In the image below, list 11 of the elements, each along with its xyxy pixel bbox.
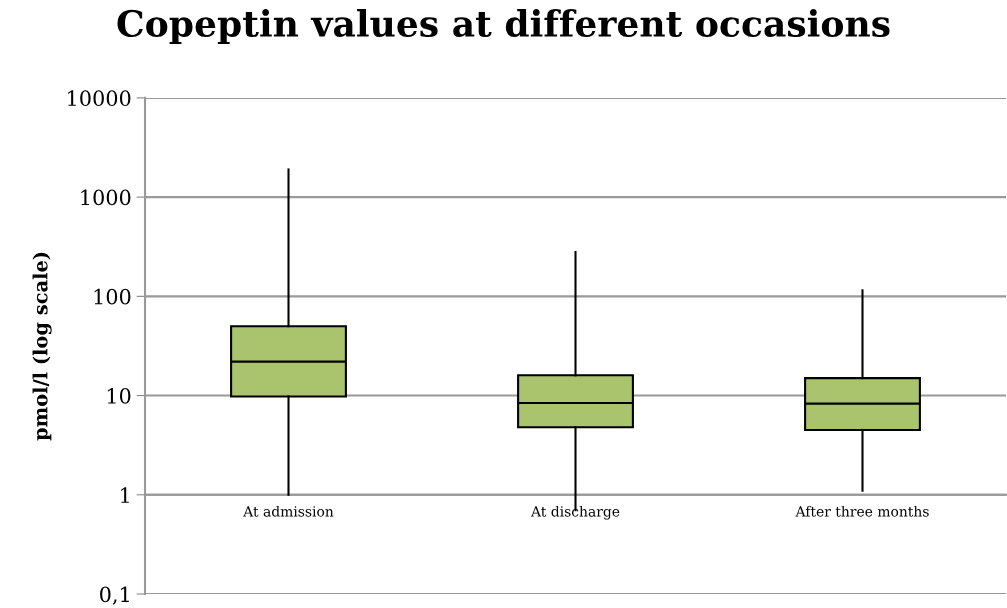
- y-tick-label: 1: [121, 487, 129, 503]
- y-tick-label: 10: [107, 388, 131, 404]
- x-tick-label: At discharge: [530, 505, 620, 520]
- y-tick-label: 100: [94, 288, 131, 305]
- x-tick-label: After three months: [795, 505, 929, 517]
- y-tick-label: 0,1: [100, 586, 129, 605]
- x-tick-label: At admission: [243, 505, 334, 517]
- y-tick-label: 10000: [68, 90, 131, 107]
- y-axis-title: pmol/l (log scale): [32, 252, 52, 441]
- chart-title: Copeptin values at different occasions: [117, 9, 890, 45]
- y-tick-label: 1000: [81, 189, 131, 206]
